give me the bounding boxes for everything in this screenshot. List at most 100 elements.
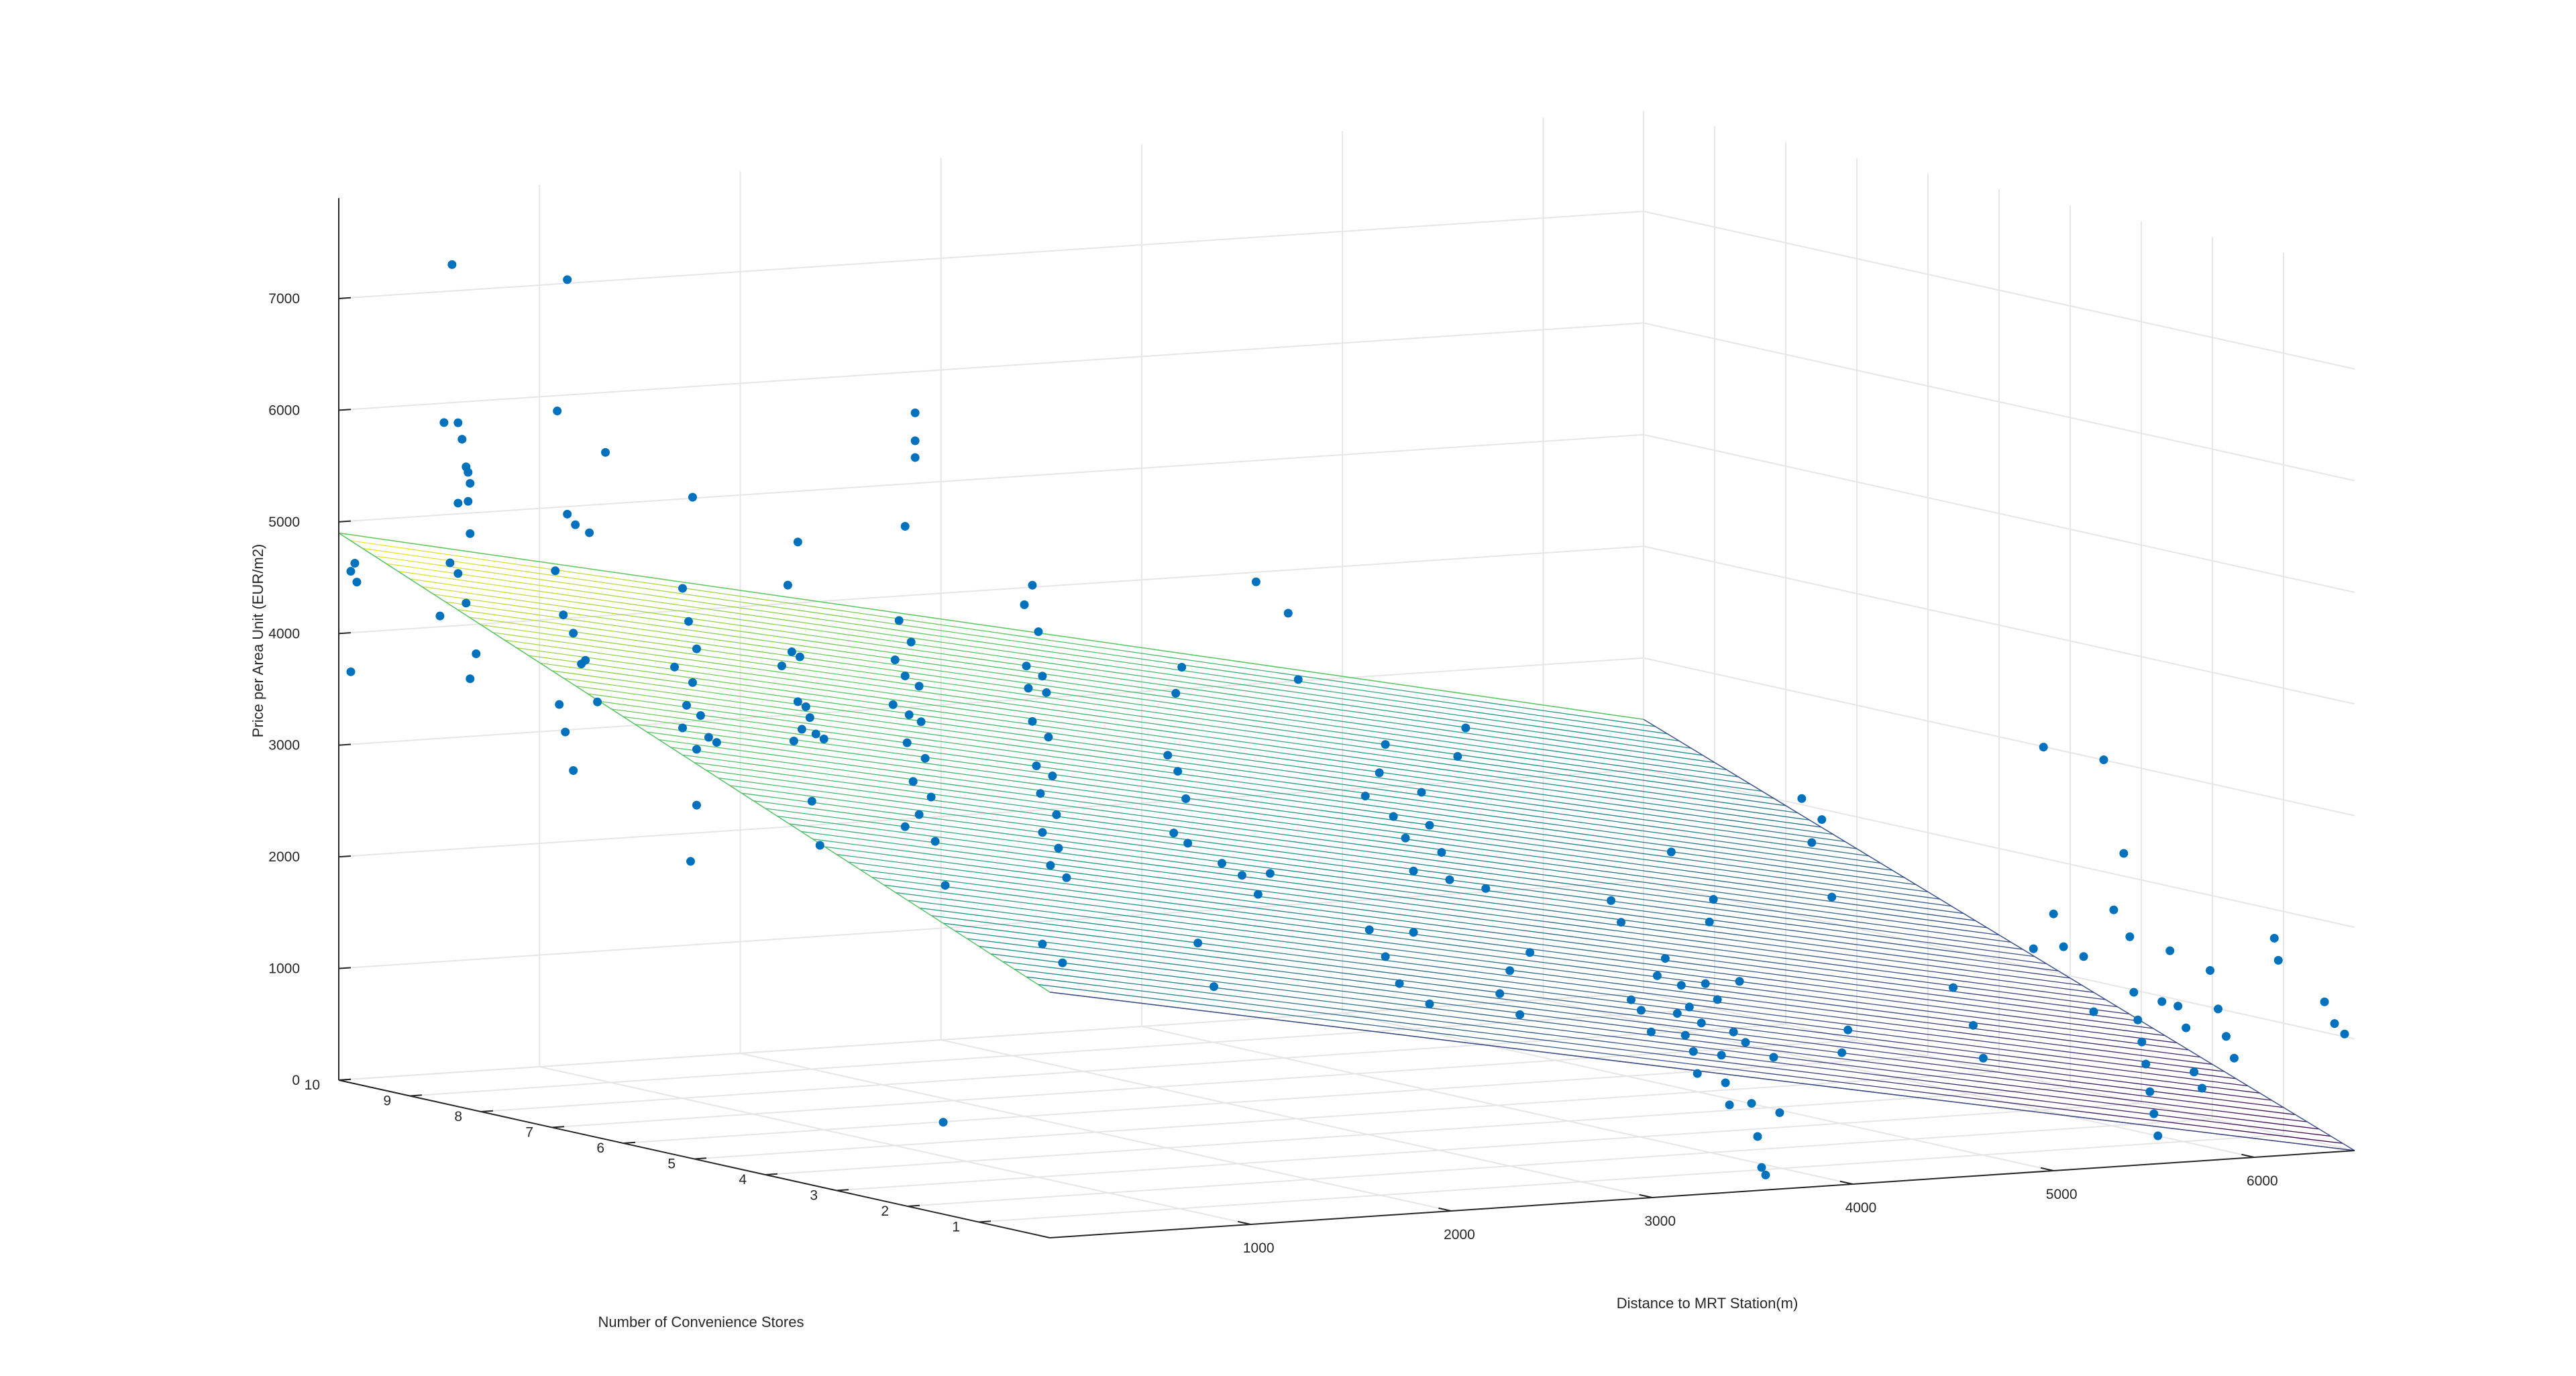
plane-mesh-line — [920, 715, 975, 723]
plane-mesh-line — [2229, 1100, 2284, 1108]
plane-mesh-line — [741, 654, 796, 664]
plane-mesh-line — [1161, 949, 1216, 958]
grid-line — [907, 1118, 2213, 1207]
plane-mesh-line — [682, 754, 737, 763]
plane-mesh-line — [1719, 790, 1774, 799]
plane-mesh-line — [1536, 967, 1591, 975]
plane-mesh-line — [2078, 1087, 2133, 1096]
plane-mesh-line — [1689, 928, 1744, 937]
plane-mesh-line — [1472, 1037, 1527, 1045]
plane-mesh-line — [762, 723, 817, 731]
plane-mesh-line — [2125, 1116, 2180, 1124]
plane-mesh-line — [1111, 974, 1166, 982]
plane-mesh-line — [1774, 927, 1829, 936]
plane-mesh-line — [1292, 841, 1347, 849]
plane-mesh-line — [1570, 855, 1626, 863]
plane-mesh-line — [2217, 1093, 2272, 1101]
data-point — [464, 496, 473, 506]
plane-mesh-line — [1546, 710, 1601, 720]
plane-mesh-line — [1504, 710, 1559, 719]
plane-mesh-line — [1574, 936, 1629, 945]
plane-mesh-line — [1313, 908, 1368, 917]
plane-mesh-line — [1737, 957, 1792, 965]
plane-mesh-line — [926, 884, 981, 892]
plane-mesh-line — [1796, 994, 1851, 1002]
plane-mesh-line — [1458, 945, 1513, 953]
plane-mesh-line — [798, 745, 853, 754]
plane-mesh-line — [578, 631, 633, 641]
plane-mesh-line — [1254, 737, 1309, 746]
plane-edge — [338, 532, 1051, 993]
plane-mesh-line — [1157, 729, 1212, 739]
plane-mesh-line — [1298, 686, 1353, 696]
plane-mesh-line — [1833, 964, 1888, 972]
plane-mesh-line — [945, 867, 1000, 876]
plane-mesh-line — [1713, 943, 1768, 951]
plane-mesh-line — [1091, 715, 1146, 723]
plane-mesh-line — [1165, 842, 1220, 851]
plane-mesh-line — [2068, 1028, 2123, 1037]
plane-mesh-line — [1011, 882, 1066, 890]
plane-mesh-line — [1398, 774, 1453, 783]
data-point — [1688, 1047, 1698, 1056]
plane-mesh-line — [2193, 1078, 2249, 1087]
plane-mesh-line — [1315, 723, 1370, 732]
plane-mesh-line — [1843, 1023, 1898, 1031]
plane-mesh-line — [1708, 913, 1763, 922]
data-point — [801, 702, 810, 711]
plane-mesh-line — [1328, 1001, 1383, 1009]
plane-mesh-line — [1635, 1057, 1690, 1065]
plane-mesh-line — [608, 624, 663, 633]
plane-mesh-line — [457, 608, 512, 618]
plane-mesh-line — [1039, 790, 1094, 798]
plane-mesh-line — [1646, 797, 1701, 806]
plane-mesh-line — [1387, 900, 1442, 909]
plane-mesh-line — [1220, 664, 1275, 673]
plane-mesh-line — [1464, 789, 1519, 798]
data-point — [569, 766, 578, 776]
plane-mesh-line — [1499, 998, 1554, 1006]
plane-mesh-line — [1061, 858, 1116, 867]
plane-mesh-line — [1914, 935, 1969, 943]
plane-mesh-line — [741, 792, 796, 801]
plane-mesh-line — [729, 647, 784, 655]
plane-mesh-line — [1723, 1002, 1778, 1010]
plane-mesh-line — [1881, 993, 1936, 1002]
plane-mesh-line — [977, 670, 1032, 679]
plane-mesh-line — [1159, 678, 1214, 687]
data-point — [902, 738, 912, 747]
data-point — [1395, 979, 1404, 988]
plane-mesh-line — [1624, 1049, 1679, 1057]
plane-mesh-line — [1703, 884, 1758, 892]
plane-mesh-line — [1324, 970, 1379, 978]
plane-mesh-line — [1067, 700, 1122, 708]
plane-mesh-line — [1205, 895, 1260, 903]
data-point — [783, 580, 792, 590]
plane-mesh-line — [783, 654, 839, 664]
plane-mesh-line — [1806, 1053, 1861, 1062]
plane-mesh-line — [1527, 725, 1582, 733]
plane-mesh-line — [452, 578, 507, 588]
plane-mesh-line — [1044, 820, 1099, 829]
plane-mesh-line — [551, 670, 607, 679]
z-tick-label: 1000 — [268, 961, 300, 977]
plane-mesh-line — [1676, 790, 1732, 799]
plane-mesh-line — [1436, 745, 1491, 754]
y-tick-label: 4 — [739, 1172, 747, 1187]
plane-mesh-line — [1075, 812, 1130, 821]
plane-mesh-line — [987, 867, 1042, 876]
plane-mesh-line — [1095, 744, 1150, 753]
plane-mesh-line — [1169, 872, 1224, 881]
data-point — [787, 647, 796, 657]
plane-mesh-line — [899, 647, 954, 656]
data-point — [1747, 1099, 1756, 1108]
plane-mesh-line — [2155, 1108, 2210, 1116]
plane-mesh-line — [1282, 781, 1338, 790]
plane-mesh-line — [2030, 1058, 2085, 1066]
data-point — [2330, 1019, 2339, 1028]
plane-mesh-line — [1186, 910, 1241, 919]
data-point — [914, 810, 924, 819]
plane-mesh-line — [964, 852, 1019, 860]
plane-mesh-line — [1872, 1067, 1927, 1076]
data-point — [551, 566, 560, 576]
